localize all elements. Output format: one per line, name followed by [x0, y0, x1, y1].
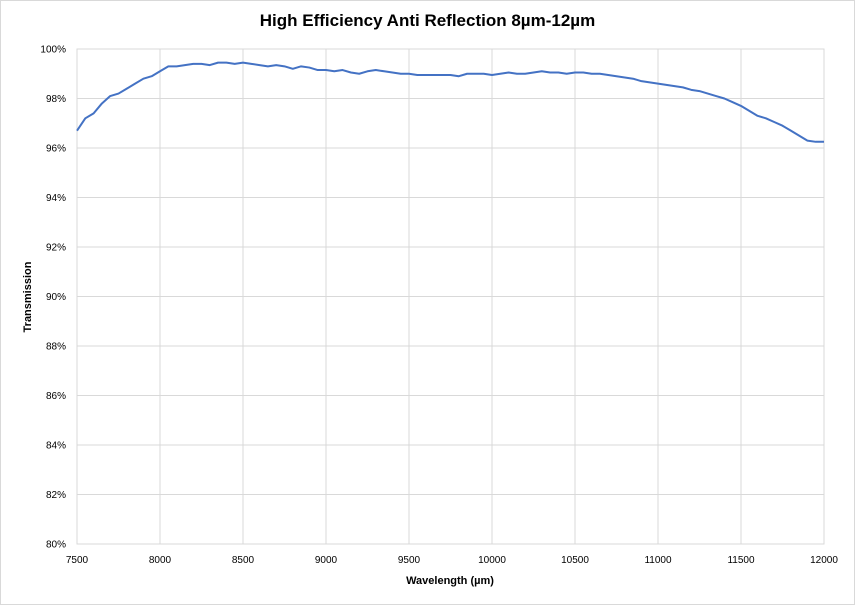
y-tick-label: 92% — [46, 243, 66, 254]
y-tick-label: 94% — [46, 193, 66, 204]
plot-area-border — [76, 48, 825, 545]
x-tick-label: 12000 — [810, 555, 838, 566]
x-tick-label: 10000 — [478, 555, 506, 566]
x-tick-label: 7500 — [66, 555, 89, 566]
y-tick-label: 90% — [46, 292, 66, 303]
x-tick-label: 9000 — [315, 555, 338, 566]
y-tick-label: 96% — [46, 144, 66, 155]
x-axis-tick-labels: 7500 8000 8500 9000 9500 10000 10500 11000 11500… — [66, 555, 838, 566]
y-axis-title: Transmission — [22, 261, 34, 332]
x-tick-label: 8000 — [149, 555, 172, 566]
transmission-series-line — [76, 61, 824, 143]
chart-title: High Efficiency Anti Reflection 8µm-12µm — [259, 11, 596, 30]
y-tick-label: 88% — [46, 342, 66, 353]
y-tick-label: 98% — [46, 94, 66, 105]
x-axis-title: Wavelength (µm) — [406, 575, 494, 587]
x-tick-label: 11000 — [644, 555, 672, 566]
y-tick-label: 82% — [46, 490, 66, 501]
y-tick-label: 100% — [40, 45, 66, 56]
y-axis-tick-labels: 80% 82% 84% 86% 88% 90% 92% 94% 96% 98% 100% — [40, 45, 66, 551]
x-tick-label: 11500 — [727, 555, 755, 566]
y-tick-label: 84% — [46, 441, 66, 452]
horizontal-gridlines — [77, 48, 824, 545]
x-tick-label: 8500 — [232, 555, 255, 566]
x-tick-label: 10500 — [561, 555, 589, 566]
y-tick-label: 86% — [46, 391, 66, 402]
y-tick-label: 80% — [46, 540, 66, 551]
x-tick-label: 9500 — [398, 555, 421, 566]
